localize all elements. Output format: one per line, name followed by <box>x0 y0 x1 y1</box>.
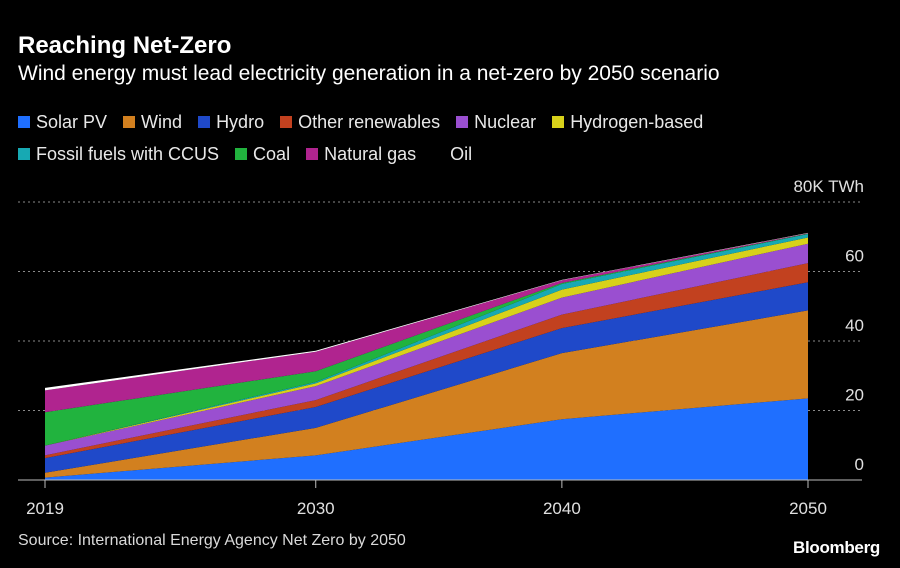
legend-swatch-natural-gas <box>306 148 319 160</box>
legend: Solar PV Wind Hydro Other renewables Nuc… <box>18 108 878 172</box>
legend-label-solar-pv: Solar PV <box>36 111 108 132</box>
area-natural-gas <box>45 233 808 413</box>
chart-subtitle: Wind energy must lead electricity genera… <box>18 62 720 85</box>
area-series <box>45 232 808 480</box>
legend-item-other-renewables: Other renewables <box>280 112 440 133</box>
x-tick-label: 2019 <box>26 499 64 518</box>
legend-item-coal: Coal <box>235 144 290 165</box>
legend-item-hydrogen-based: Hydrogen-based <box>552 112 703 133</box>
legend-label-hydrogen-based: Hydrogen-based <box>570 111 704 132</box>
legend-swatch-hydro <box>198 116 211 128</box>
legend-swatch-other-renewables <box>280 116 293 128</box>
y-tick-label: 40 <box>845 316 864 335</box>
area-hydrogen-based <box>45 237 808 446</box>
legend-item-solar-pv: Solar PV <box>18 112 107 133</box>
legend-label-wind: Wind <box>141 111 183 132</box>
legend-item-oil: Oil <box>432 144 472 165</box>
legend-row: Fossil fuels with CCUS Coal Natural gas … <box>18 140 878 168</box>
legend-label-coal: Coal <box>253 143 291 164</box>
legend-item-hydro: Hydro <box>198 112 264 133</box>
legend-label-nuclear: Nuclear <box>474 111 537 132</box>
legend-swatch-wind <box>123 116 136 128</box>
legend-item-fossil-ccus: Fossil fuels with CCUS <box>18 144 219 165</box>
legend-swatch-nuclear <box>456 116 469 128</box>
area-wind <box>45 310 808 478</box>
legend-item-wind: Wind <box>123 112 182 133</box>
y-tick-label: 60 <box>845 247 864 266</box>
area-nuclear <box>45 243 808 456</box>
legend-label-oil: Oil <box>450 143 473 164</box>
y-tick-label: 80K TWh <box>793 177 864 196</box>
legend-label-hydro: Hydro <box>216 111 265 132</box>
legend-swatch-coal <box>235 148 248 160</box>
area-other-renewables <box>45 263 808 459</box>
legend-label-fossil-ccus: Fossil fuels with CCUS <box>36 143 220 164</box>
legend-swatch-hydrogen-based <box>552 116 565 128</box>
bloomberg-logo: Bloomberg <box>792 538 880 557</box>
legend-label-natural-gas: Natural gas <box>324 143 417 164</box>
legend-swatch-solar-pv <box>18 116 30 128</box>
area-fossil-fuels-with-ccus <box>45 233 808 446</box>
x-tick-label: 2030 <box>297 499 335 518</box>
area-hydro <box>45 282 808 473</box>
legend-swatch-fossil-ccus <box>18 148 30 160</box>
y-tick-label: 0 <box>855 455 864 474</box>
area-solar-pv <box>45 398 808 480</box>
y-tick-label: 20 <box>845 386 864 405</box>
source-note: Source: International Energy Agency Net … <box>18 532 406 549</box>
area-coal <box>45 233 808 446</box>
x-tick-label: 2040 <box>543 499 581 518</box>
legend-item-natural-gas: Natural gas <box>306 144 416 165</box>
x-tick-label: 2050 <box>789 499 827 518</box>
legend-row: Solar PV Wind Hydro Other renewables Nuc… <box>18 108 878 136</box>
chart-title: Reaching Net-Zero <box>18 32 232 59</box>
legend-label-other-renewables: Other renewables <box>298 111 441 132</box>
legend-item-nuclear: Nuclear <box>456 112 536 133</box>
